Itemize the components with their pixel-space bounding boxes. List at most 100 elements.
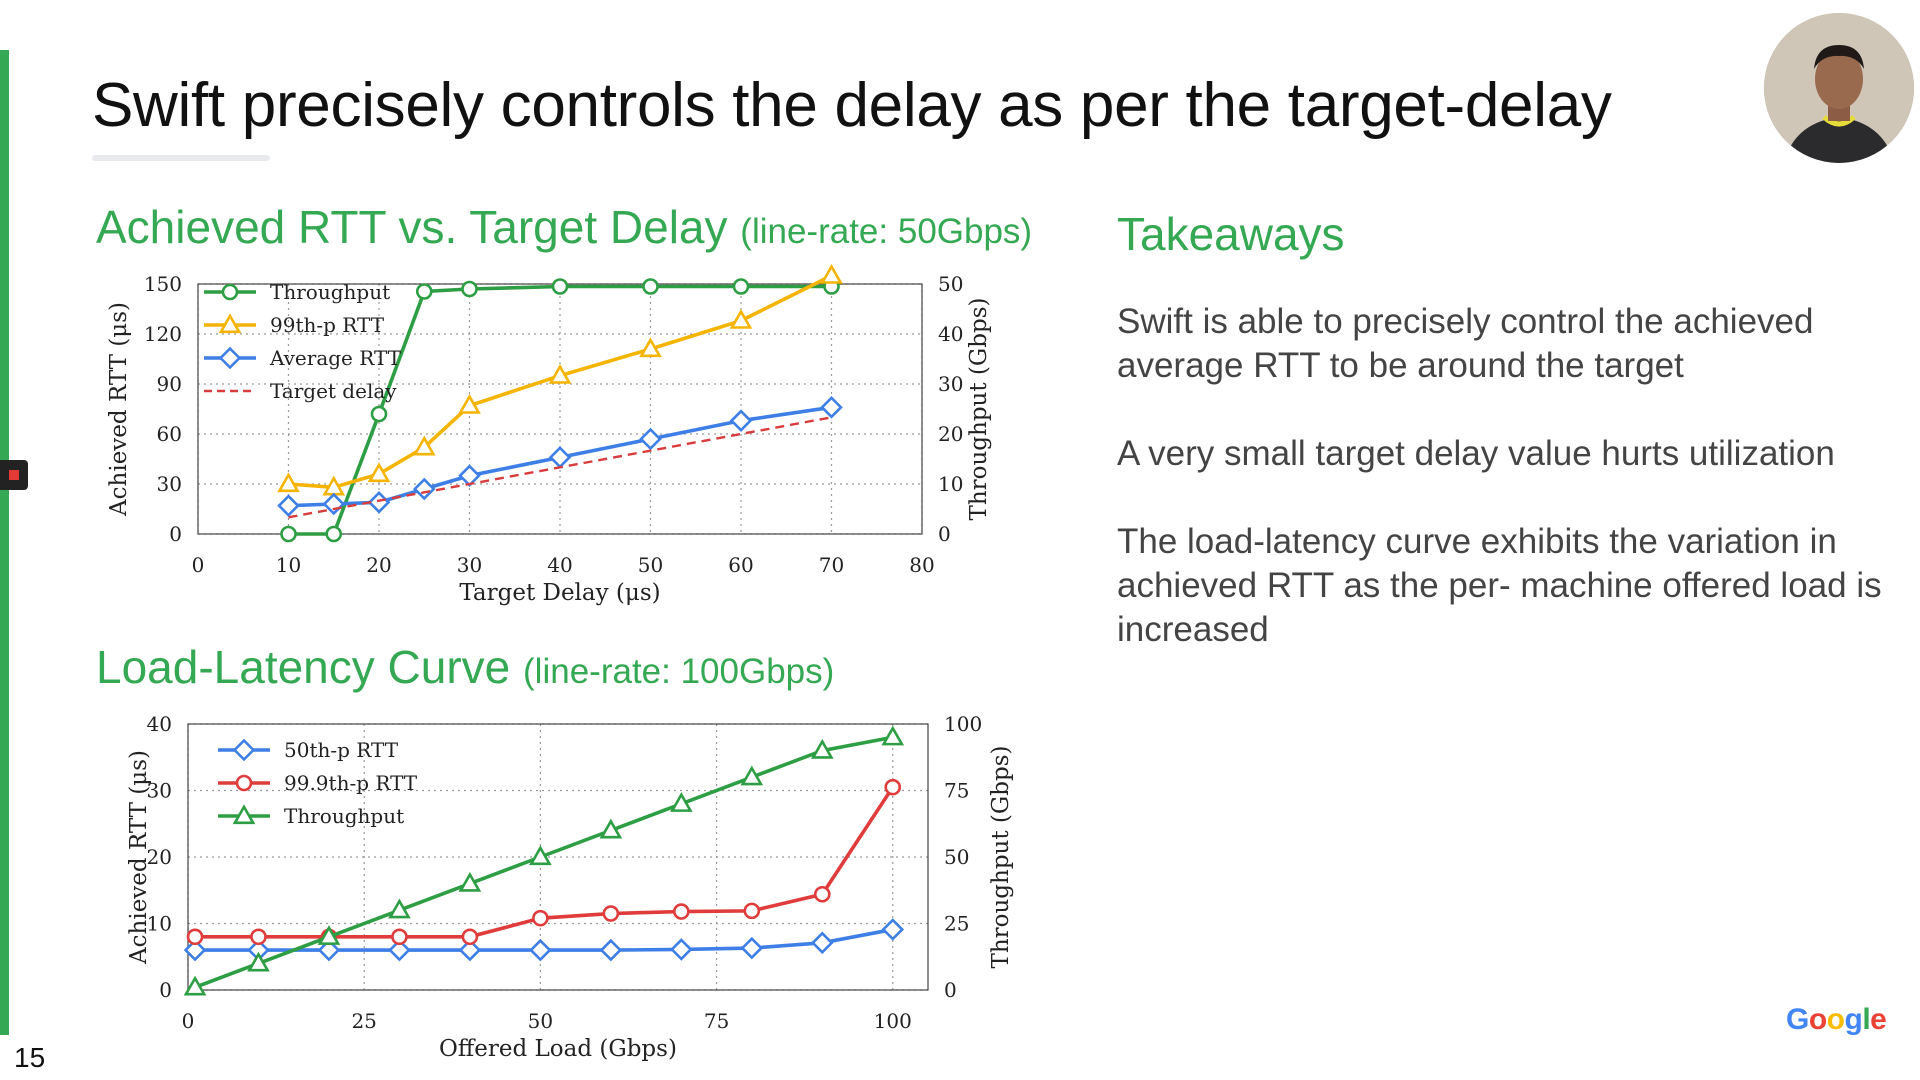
data-point [740, 765, 764, 786]
data-point [322, 492, 346, 516]
logo-letter: o [1808, 1003, 1827, 1036]
google-logo: Google [1786, 1003, 1887, 1037]
data-point [412, 435, 436, 456]
x-axis-label: Offered Load (Gbps) [439, 1036, 677, 1062]
load-chart-subtitle: (line-rate: 100Gbps) [523, 652, 835, 691]
rtt-vs-target-chart: 0 10 20 30 40 50 60 70 8003060901201500102030405… [106, 263, 992, 606]
data-point [729, 409, 753, 432]
x-tick-label: 60 [728, 553, 753, 577]
data-point [367, 491, 391, 514]
x-axis-label: Target Delay (μs) [459, 580, 660, 606]
series-50th-p-rtt [183, 918, 905, 962]
data-point [458, 871, 482, 892]
x-tick-label: 50 [638, 553, 663, 577]
takeaway-item: A very small target delay value hurts ut… [1117, 434, 1835, 473]
data-point [532, 909, 549, 927]
y-axis-label: Achieved RTT (μs) [106, 302, 132, 517]
legend: Throughput 99th-p RTT Average RTT Target de… [204, 280, 402, 403]
x-tick-label: 40 [547, 553, 572, 577]
data-point [412, 477, 436, 501]
logo-letter: o [1826, 1003, 1845, 1036]
accent-rule [0, 50, 9, 1035]
y2-tick-label: 10 [938, 472, 963, 496]
data-point [743, 902, 761, 920]
data-point [218, 313, 242, 334]
webcam-video[interactable] [1764, 13, 1914, 163]
data-point [218, 346, 242, 370]
y-tick-label: 10 [147, 912, 172, 936]
data-point [461, 280, 478, 298]
legend: 50th-p RTT 99.9th-p RTT Throughput [218, 738, 418, 828]
y2-tick-label: 25 [944, 912, 969, 936]
data-point [277, 494, 300, 517]
data-point [232, 738, 256, 762]
legend-label: 99.9th-p RTT [284, 771, 418, 795]
data-point [370, 405, 388, 423]
data-point [642, 278, 659, 295]
data-point [458, 393, 481, 414]
y2-tick-label: 50 [944, 845, 969, 869]
series-throughput [183, 725, 905, 996]
data-point [602, 905, 620, 922]
data-point [325, 525, 343, 543]
title-underline [92, 155, 270, 161]
y2-tick-label: 50 [938, 272, 963, 296]
data-point [810, 738, 834, 759]
data-point [221, 283, 239, 301]
data-point [599, 818, 623, 839]
y-tick-label: 30 [157, 472, 182, 496]
y-tick-label: 40 [147, 712, 172, 736]
y-tick-label: 60 [157, 422, 182, 446]
logo-letter: G [1786, 1003, 1809, 1036]
slide-marker-icon [0, 460, 28, 490]
y-tick-label: 0 [159, 978, 172, 1002]
y2-tick-label: 0 [944, 978, 957, 1002]
legend-label: Average RTT [269, 346, 402, 370]
legend-label: Target delay [270, 379, 397, 403]
y2-tick-label: 0 [938, 522, 951, 546]
x-tick-label: 25 [351, 1009, 376, 1033]
data-point [548, 446, 572, 469]
legend-label: Throughput [284, 804, 404, 828]
y2-axis-label: Throughput (Gbps) [988, 745, 1014, 968]
data-point [458, 464, 481, 487]
y-tick-label: 30 [147, 779, 172, 803]
slide-number: 15 [14, 1042, 46, 1073]
data-point [732, 278, 750, 295]
y2-axis-label: Throughput (Gbps) [966, 297, 992, 520]
plot-frame [187, 723, 929, 991]
logo-letter: g [1844, 1003, 1863, 1036]
data-point [599, 938, 623, 962]
data-point [740, 936, 764, 960]
data-point [277, 472, 300, 493]
data-point [548, 363, 572, 384]
data-point [639, 427, 662, 451]
data-point [669, 792, 693, 812]
rtt-chart-title: Achieved RTT vs. Target Delay [96, 201, 728, 253]
load-latency-chart: 0 25 50 75 100 0 10 20 30 40 0 25 50 75 100 Offered Loa… [126, 712, 1014, 1062]
x-tick-label: 30 [457, 553, 482, 577]
rtt-chart-subtitle: (line-rate: 50Gbps) [740, 212, 1033, 251]
data-point [813, 885, 831, 903]
data-point [367, 462, 391, 483]
takeaway-item: The load-latency curve exhibits the vari… [1117, 522, 1882, 649]
legend-label: Throughput [270, 280, 390, 304]
data-point [247, 951, 270, 972]
y2-tick-label: 75 [944, 779, 969, 803]
data-point [881, 725, 905, 746]
data-point [388, 898, 411, 919]
data-point [461, 928, 479, 946]
y-tick-label: 90 [157, 372, 182, 396]
x-tick-label: 20 [366, 553, 391, 577]
series-throughput [280, 278, 840, 543]
slide-title: Swift precisely controls the delay as pe… [92, 71, 1612, 140]
data-point [250, 928, 267, 946]
x-tick-label: 70 [819, 553, 844, 577]
series-line [288, 416, 832, 519]
data-point [317, 925, 341, 945]
y2-tick-label: 40 [938, 322, 963, 346]
data-point [235, 774, 253, 792]
series-99th-p-rtt [277, 263, 843, 496]
takeaway-item: Swift is able to precisely control the a… [1117, 302, 1814, 385]
rtt-chart-heading: Achieved RTT vs. Target Delay (line-rate… [96, 200, 1032, 254]
